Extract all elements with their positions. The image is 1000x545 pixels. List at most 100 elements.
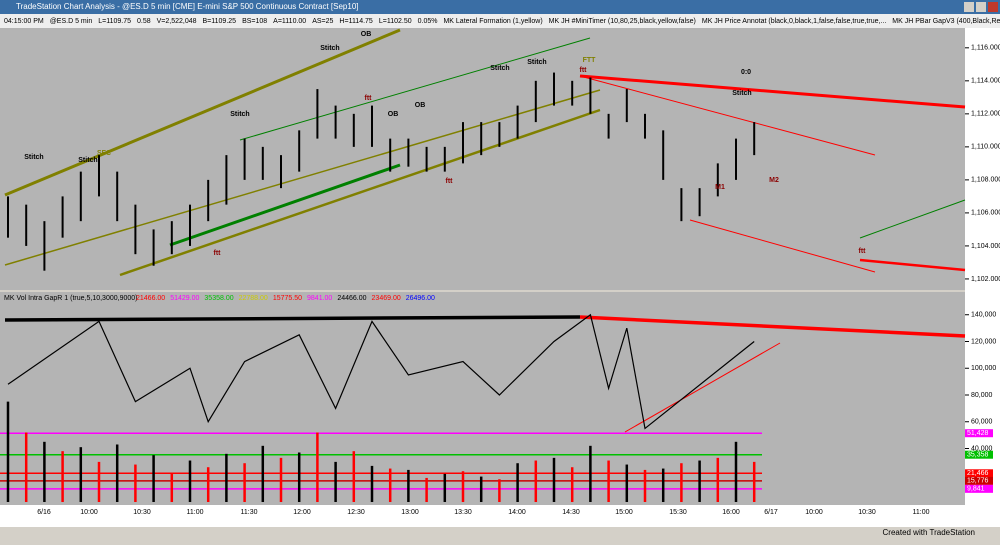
time-label: 6/16 <box>37 509 51 516</box>
status-item: BS=108 <box>242 18 267 25</box>
time-label: 14:00 <box>508 509 526 516</box>
annotation: Stitch <box>24 154 43 161</box>
time-label: 16:00 <box>722 509 740 516</box>
indicator-value: 15775.50 <box>273 295 302 302</box>
level-tag <box>965 469 993 478</box>
status-item: MK JH Price Annotat (black,0,black,1,fal… <box>702 18 886 25</box>
title-bar <box>0 0 1000 14</box>
annotation: 0:0 <box>741 69 751 76</box>
status-item: MK JH PBar GapV3 (400,Black,Red,Yellow,L… <box>892 18 1000 25</box>
time-label: 10:30 <box>858 509 876 516</box>
annotation: OB <box>388 111 399 118</box>
annotation: ftt <box>214 250 222 257</box>
y-tick-label: 1,114.000 <box>971 78 1000 85</box>
close-button[interactable] <box>988 2 998 12</box>
indicator-value: 21466.00 <box>136 295 165 302</box>
y-tick-label: 40,000 <box>971 445 993 452</box>
y-tick-label: 80,000 <box>971 392 993 399</box>
time-label: 10:00 <box>805 509 823 516</box>
y-tick-label: 1,112.000 <box>971 111 1000 118</box>
time-label: 11:30 <box>241 509 258 516</box>
y-tick-label: 100,000 <box>971 365 996 372</box>
time-label: 15:30 <box>669 509 687 516</box>
y-tick-label: 1,116.000 <box>971 45 1000 52</box>
time-label: 11:00 <box>187 509 204 516</box>
indicator-value: 9841.00 <box>307 295 332 302</box>
annotation: OB <box>361 31 372 38</box>
y-tick-label: 1,104.000 <box>971 243 1000 250</box>
y-tick-label: 1,106.000 <box>971 210 1000 217</box>
level-label: 51,428 <box>967 430 989 437</box>
price-panel <box>0 28 965 290</box>
annotation: Stitch <box>78 157 97 164</box>
minimize-button[interactable] <box>964 2 974 12</box>
y-tick-label: 1,110.000 <box>971 144 1000 151</box>
level-label: 9,841 <box>967 486 985 493</box>
time-label: 15:00 <box>615 509 633 516</box>
annotation: FTT <box>583 57 597 64</box>
annotation: Stitch <box>320 45 339 52</box>
annotation: Stitch <box>230 111 249 118</box>
level-label: 21,466 <box>967 470 989 477</box>
annotation: ftt <box>365 95 373 102</box>
time-label: 13:30 <box>454 509 472 516</box>
indicator-value: 35358.00 <box>204 295 233 302</box>
status-item: MK JH #MiniTimer (10,80,25,black,yellow,… <box>549 18 696 25</box>
indicator-value: 26496.00 <box>406 295 435 302</box>
time-label: 10:30 <box>133 509 151 516</box>
annotation: M2 <box>769 177 779 184</box>
annotation: OB <box>415 102 426 109</box>
footer: Created with TradeStation <box>883 528 976 537</box>
time-label: 14:30 <box>562 509 580 516</box>
status-item: AS=25 <box>312 18 333 25</box>
annotation: ftt <box>580 67 588 74</box>
price-axis <box>965 28 1000 505</box>
indicator-value: 51429.00 <box>170 295 199 302</box>
level-label: 35,358 <box>967 452 989 459</box>
status-item: L=1109.75 <box>98 18 131 25</box>
time-label: 11:00 <box>913 509 930 516</box>
y-tick-label: 1,108.000 <box>971 177 1000 184</box>
level-tag <box>965 450 993 459</box>
time-label: 12:30 <box>347 509 365 516</box>
time-label: 10:00 <box>80 509 98 516</box>
annotation: ftt <box>859 248 867 255</box>
status-item: L=1102.50 <box>379 18 412 25</box>
level-tag <box>965 429 993 438</box>
status-item: 04:15:00 PM <box>4 18 44 25</box>
maximize-button[interactable] <box>976 2 986 12</box>
y-tick-label: 60,000 <box>971 419 993 426</box>
status-item: H=1114.75 <box>339 18 373 25</box>
trend-lines <box>4 28 966 433</box>
time-label: 13:00 <box>401 509 419 516</box>
y-tick-label: 140,000 <box>971 312 996 319</box>
zigzag-line <box>7 313 755 430</box>
annotation: Stitch <box>732 90 751 97</box>
y-tick-label: 1,102.000 <box>971 276 1000 283</box>
status-item: MK Lateral Formation (1,yellow) <box>443 18 542 25</box>
status-item: V=2,522,048 <box>157 18 197 25</box>
window-title: TradeStation Chart Analysis - @ES.D 5 mi… <box>16 2 359 11</box>
level-label: 15,776 <box>967 478 989 485</box>
level-tag <box>965 484 993 493</box>
level-tag <box>965 476 993 485</box>
time-axis <box>0 505 1000 527</box>
time-label: 6/17 <box>764 509 778 516</box>
indicator-header: MK Vol Intra GapR 1 (true,5,10,3000,9000… <box>4 295 137 302</box>
status-item: B=1109.25 <box>203 18 237 25</box>
annotation: Stitch <box>527 59 546 66</box>
indicator-value: 24466.00 <box>337 295 366 302</box>
status-line <box>0 14 1000 28</box>
annotation: SFC <box>97 150 111 157</box>
indicator-value: 22788.00 <box>239 295 268 302</box>
annotation: Stitch <box>490 65 509 72</box>
time-label: 12:00 <box>293 509 311 516</box>
status-item: A=1110.00 <box>273 18 306 25</box>
status-item: 0.05% <box>418 18 438 25</box>
status-item: 0.58 <box>137 18 151 25</box>
annotation: M1 <box>715 184 725 191</box>
annotation: ftt <box>446 178 454 185</box>
indicator-value: 23469.00 <box>372 295 401 302</box>
